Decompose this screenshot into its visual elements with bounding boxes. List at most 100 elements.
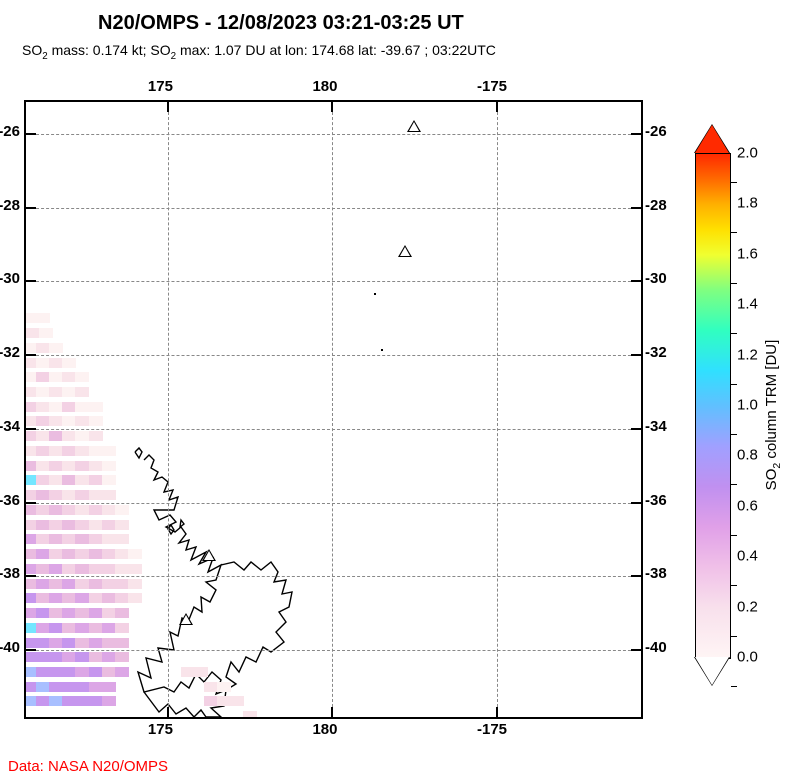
so2-data-pixel [62,446,76,456]
so2-data-pixel [75,682,89,692]
so2-data-pixel [36,475,50,485]
so2-data-pixel [75,372,89,382]
so2-data-pixel [115,534,129,544]
so2-data-pixel [39,328,53,338]
axis-tick [26,207,36,209]
colorbar-tick-label: 1.2 [737,346,758,363]
so2-data-pixel [89,652,103,662]
so2-data-pixel [75,638,89,648]
so2-data-pixel [217,696,231,706]
axis-tick [631,502,641,504]
y-axis-label-left: -28 [0,197,20,214]
so2-data-pixel [89,534,103,544]
so2-data-pixel [102,638,116,648]
x-axis-label-top: 175 [148,78,173,95]
so2-data-pixel [49,372,63,382]
so2-data-pixel [62,564,76,574]
so2-data-pixel [89,416,103,426]
gridline-horizontal [26,503,641,504]
y-axis-label-right: -30 [645,270,667,287]
y-axis-label-left: -26 [0,123,20,140]
colorbar-tick-label: 0.0 [737,649,758,666]
so2-data-pixel [128,564,142,574]
so2-data-pixel [75,505,89,515]
so2-data-pixel [62,638,76,648]
so2-data-pixel [115,638,129,648]
so2-data-pixel [75,579,89,589]
so2-data-pixel [89,667,103,677]
so2-data-pixel [49,402,63,412]
so2-data-pixel [115,608,129,618]
so2-data-pixel [36,534,50,544]
y-axis-label-right: -40 [645,639,667,656]
colorbar-tick [731,384,737,385]
axis-tick [631,575,641,577]
so2-data-pixel [36,402,50,412]
so2-data-pixel [36,579,50,589]
so2-data-pixel [89,682,103,692]
so2-data-pixel [36,431,50,441]
colorbar-tick [731,434,737,435]
so2-data-pixel [49,593,63,603]
axis-tick [331,102,333,112]
so2-data-pixel [89,505,103,515]
so2-data-pixel [62,667,76,677]
so2-data-pixel [36,549,50,559]
colorbar-gradient [695,153,731,659]
so2-data-pixel [49,623,63,633]
small-feature-dot [381,349,383,351]
volcano-marker-icon [202,549,216,561]
so2-data-pixel [62,520,76,530]
gridline-horizontal [26,134,641,135]
colorbar-tick [731,484,737,485]
so2-data-pixel [75,652,89,662]
y-axis-label-left: -34 [0,418,20,435]
colorbar-tick [731,232,737,233]
so2-data-pixel [102,490,116,500]
so2-data-pixel [36,667,50,677]
data-attribution: Data: NASA N20/OMPS [8,758,168,775]
gridline-horizontal [26,208,641,209]
axis-tick [26,502,36,504]
so2-data-pixel [49,461,63,471]
so2-data-pixel [49,652,63,662]
so2-data-pixel [75,387,89,397]
so2-data-pixel [75,402,89,412]
so2-data-pixel [62,372,76,382]
so2-data-pixel [128,549,142,559]
so2-data-pixel [62,416,76,426]
so2-data-pixel [89,446,103,456]
axis-tick [631,133,641,135]
so2-data-pixel [89,623,103,633]
x-axis-label-bottom: -175 [477,721,507,738]
axis-tick [26,280,36,282]
so2-data-pixel [204,682,218,692]
so2-data-pixel [36,608,50,618]
so2-data-pixel [36,372,50,382]
colorbar-tick-label: 0.4 [737,548,758,565]
so2-data-pixel [36,696,50,706]
colorbar-tick-label: 1.4 [737,296,758,313]
so2-data-pixel [49,416,63,426]
so2-data-pixel [75,475,89,485]
volcano-marker-icon [407,120,421,132]
so2-data-pixel [204,696,218,706]
so2-data-pixel [102,475,116,485]
so2-data-pixel [102,579,116,589]
so2-data-pixel [62,387,76,397]
so2-data-pixel [102,461,116,471]
so2-data-pixel [102,623,116,633]
axis-tick [331,707,333,717]
colorbar-tick [731,535,737,536]
so2-data-pixel [75,431,89,441]
so2-data-pixel [36,490,50,500]
so2-data-pixel [115,652,129,662]
so2-data-pixel [36,343,50,353]
so2-data-pixel [62,490,76,500]
so2-data-pixel [217,682,231,692]
gridline-vertical [168,102,169,717]
so2-data-pixel [89,638,103,648]
axis-tick [631,280,641,282]
so2-data-pixel [89,593,103,603]
so2-data-pixel [102,505,116,515]
